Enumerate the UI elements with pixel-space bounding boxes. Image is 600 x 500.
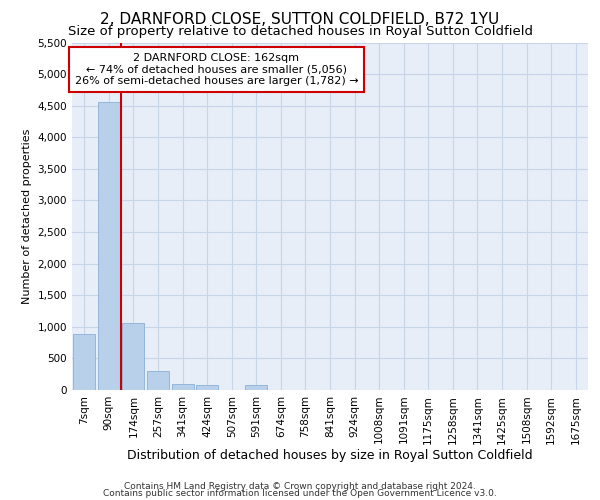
Bar: [122, 323, 145, 390]
Bar: [73, 334, 95, 390]
X-axis label: Distribution of detached houses by size in Royal Sutton Coldfield: Distribution of detached houses by size …: [127, 449, 533, 462]
Text: Size of property relative to detached houses in Royal Sutton Coldfield: Size of property relative to detached ho…: [67, 25, 533, 38]
Bar: [245, 385, 268, 390]
Text: Contains HM Land Registry data © Crown copyright and database right 2024.: Contains HM Land Registry data © Crown c…: [124, 482, 476, 491]
Bar: [147, 371, 169, 390]
Y-axis label: Number of detached properties: Number of detached properties: [22, 128, 32, 304]
Text: 2, DARNFORD CLOSE, SUTTON COLDFIELD, B72 1YU: 2, DARNFORD CLOSE, SUTTON COLDFIELD, B72…: [100, 12, 500, 28]
Text: Contains public sector information licensed under the Open Government Licence v3: Contains public sector information licen…: [103, 489, 497, 498]
Bar: [172, 384, 194, 390]
Bar: [196, 386, 218, 390]
Text: 2 DARNFORD CLOSE: 162sqm
← 74% of detached houses are smaller (5,056)
26% of sem: 2 DARNFORD CLOSE: 162sqm ← 74% of detach…: [74, 53, 358, 86]
Bar: [98, 102, 120, 390]
